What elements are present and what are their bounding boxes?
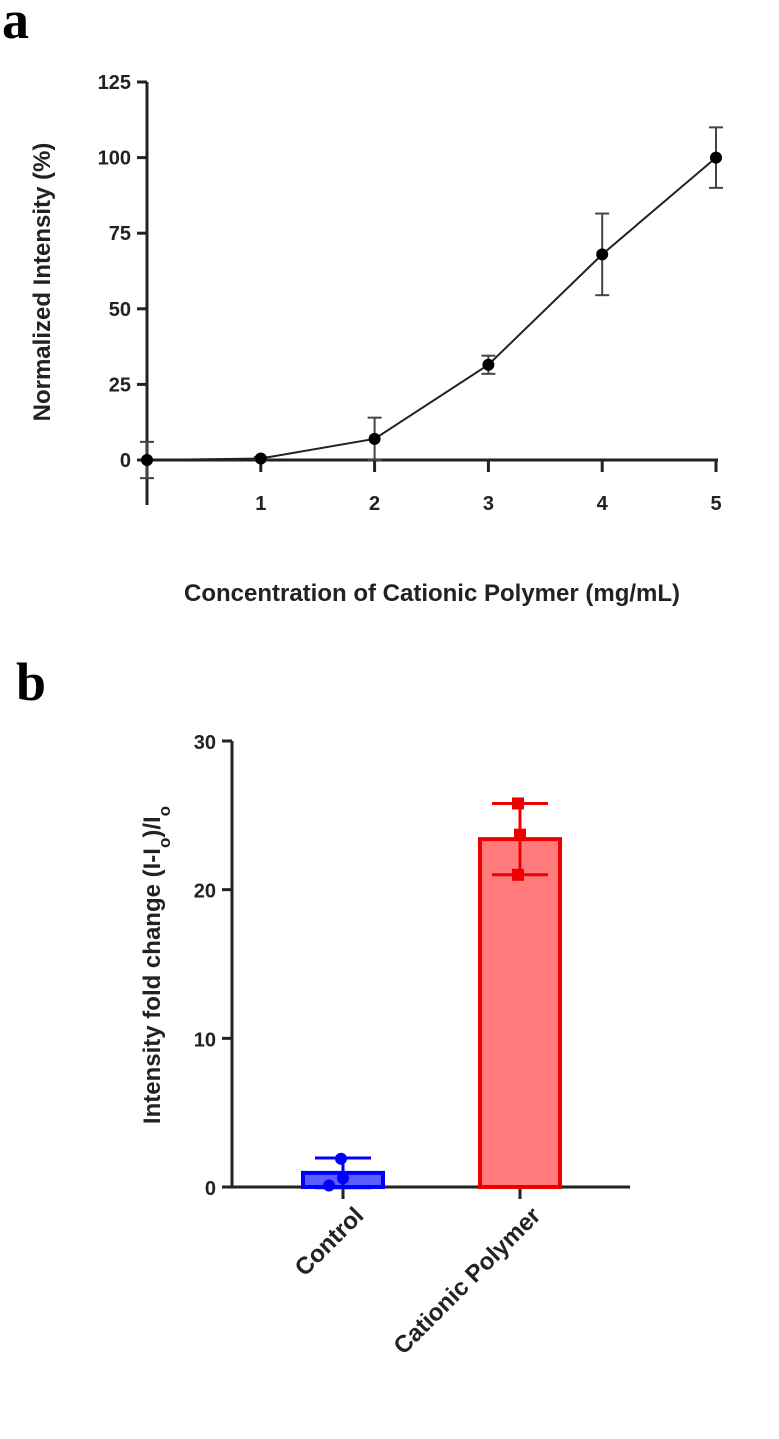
chart-b-y-axis-title-mid: )/I <box>139 816 166 837</box>
chart-a-data-point <box>254 452 267 465</box>
chart-b-y-axis-title-main: Intensity fold change (I-I <box>139 848 166 1124</box>
chart-b-category-label: Cationic Polymer <box>389 1202 547 1360</box>
chart-a-data-point <box>368 432 381 445</box>
chart-a-y-tick-label: 75 <box>109 223 131 245</box>
chart-b-y-axis-title-sub2: o <box>155 806 174 816</box>
chart-a-y-tick-label: 125 <box>98 72 131 94</box>
chart-a-x-tick-label: 3 <box>483 493 494 515</box>
chart-a-data-point <box>596 248 609 261</box>
chart-a-x-axis-title: Concentration of Cationic Polymer (mg/mL… <box>184 580 680 607</box>
chart-a-data-point <box>482 358 495 371</box>
chart-b-data-point <box>514 828 526 841</box>
line-chart-a: 0 25 50 75 100 125 1 2 3 4 5 Normalized Intensity … <box>29 72 723 607</box>
chart-b-data-point <box>512 797 524 810</box>
bar-chart-b: 0 10 20 30 Control Cationic Polymer Intensity… <box>139 732 630 1360</box>
chart-a-axes: 0 25 50 75 100 125 1 2 3 4 5 <box>98 72 722 515</box>
chart-b-y-tick-label: 0 <box>205 1178 216 1200</box>
chart-a-x-tick-label: 2 <box>369 493 380 515</box>
chart-b-y-tick-label: 30 <box>194 732 216 754</box>
chart-b-y-tick-label: 20 <box>194 881 216 903</box>
chart-b-data-point <box>323 1179 335 1192</box>
chart-b-y-axis-title: Intensity fold change (I-Io)/Io <box>139 806 174 1124</box>
chart-b-data-point <box>512 868 524 881</box>
chart-a-y-tick-label: 0 <box>120 450 131 472</box>
chart-a-y-axis-title: Normalized Intensity (%) <box>29 143 56 422</box>
chart-b-axes: 0 10 20 30 Control Cationic Polymer <box>194 732 630 1360</box>
chart-b-data-point <box>337 1172 349 1185</box>
chart-a-series <box>140 126 723 480</box>
chart-b-y-tick-label: 10 <box>194 1029 216 1051</box>
chart-a-data-point <box>141 454 153 466</box>
chart-a-y-tick-label: 25 <box>109 374 131 396</box>
chart-a-x-tick-label: 1 <box>255 493 266 515</box>
chart-a-x-tick-label: 5 <box>710 493 721 515</box>
chart-a-y-tick-label: 100 <box>98 148 131 170</box>
panel-letter-b: b <box>16 652 46 712</box>
chart-a-data-point <box>710 151 722 164</box>
chart-b-bar <box>478 837 562 1189</box>
chart-a-series-line <box>146 156 717 461</box>
chart-a-x-tick-label: 4 <box>597 493 609 515</box>
chart-b-y-axis-title-sub1: o <box>155 838 174 848</box>
chart-b-category-label: Control <box>290 1202 369 1281</box>
chart-a-y-tick-label: 50 <box>109 299 131 321</box>
panel-letter-a: a <box>2 0 29 50</box>
chart-b-data-point <box>335 1152 347 1165</box>
chart-b-series <box>301 797 562 1192</box>
